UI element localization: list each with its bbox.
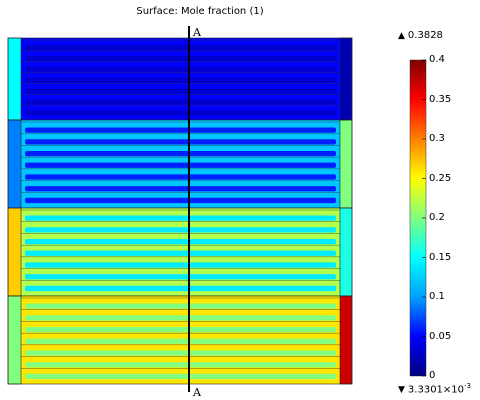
flow-channel (25, 186, 336, 192)
block-left-edge (7, 119, 22, 209)
flow-channel (25, 174, 336, 180)
colorbar-tick-label: 0.05 (429, 330, 452, 342)
block-right-edge (339, 37, 353, 121)
flow-channel (25, 197, 336, 204)
block-left-edge (7, 207, 22, 297)
max-value-text: 0.3828 (407, 30, 443, 41)
plot-title: Surface: Mole fraction (1) (136, 6, 264, 17)
flow-channel (25, 77, 336, 83)
cut-line-label-bottom: A (193, 386, 201, 399)
colorbar-tick-label: 0.15 (429, 251, 452, 263)
flow-channel (25, 350, 336, 356)
colorbar-tick-label: 0 (429, 370, 436, 381)
geometry-blocks (7, 37, 353, 385)
block-outline (7, 295, 353, 385)
flow-channel (25, 338, 336, 344)
flow-channel (25, 262, 336, 268)
flow-channel (25, 56, 336, 61)
flow-channel (25, 285, 336, 292)
flow-channel (25, 303, 336, 309)
flow-channel (25, 66, 336, 72)
flow-channel (25, 99, 336, 105)
flow-channel (25, 127, 336, 133)
flow-channel (25, 315, 336, 321)
flow-channel (25, 110, 336, 116)
min-value-text: 3.3301×10 (407, 384, 465, 396)
flow-channel (25, 150, 336, 157)
flow-channel (25, 326, 336, 333)
flow-channel (25, 139, 336, 145)
flow-channel (25, 215, 336, 221)
max-value-readout: ▲ 0.3828 (398, 30, 443, 41)
flow-channel (25, 362, 336, 368)
block-left-edge (7, 295, 22, 385)
flow-channel (25, 88, 336, 94)
block-right-edge (339, 207, 353, 297)
flow-channel (25, 45, 336, 51)
colorbar-tick-label: 0.4 (429, 54, 445, 65)
cut-line-label-top: A (193, 26, 201, 39)
colorbar-tick-label: 0.2 (429, 212, 445, 223)
block-right-edge (339, 295, 353, 385)
flow-channel (25, 227, 336, 233)
down-triangle-icon: ▼ (398, 385, 405, 396)
flow-channel (25, 373, 336, 380)
flow-channel (25, 238, 336, 245)
flow-channel (25, 162, 336, 168)
colorbar-tick-label: 0.1 (429, 291, 445, 302)
flow-channel (25, 274, 336, 280)
min-value-readout: ▼ 3.3301×10-3 (398, 382, 471, 395)
colorbar-tick-label: 0.25 (429, 172, 452, 184)
block-left-edge (7, 37, 22, 121)
colorbar-tick-marks (422, 59, 426, 377)
block-right-edge (339, 119, 353, 209)
colorbar-tick-label: 0.35 (429, 93, 452, 105)
min-value-exponent: -3 (464, 382, 471, 390)
up-triangle-icon: ▲ (398, 31, 405, 41)
flow-channel (25, 250, 336, 256)
colorbar-tick-label: 0.3 (429, 133, 445, 144)
